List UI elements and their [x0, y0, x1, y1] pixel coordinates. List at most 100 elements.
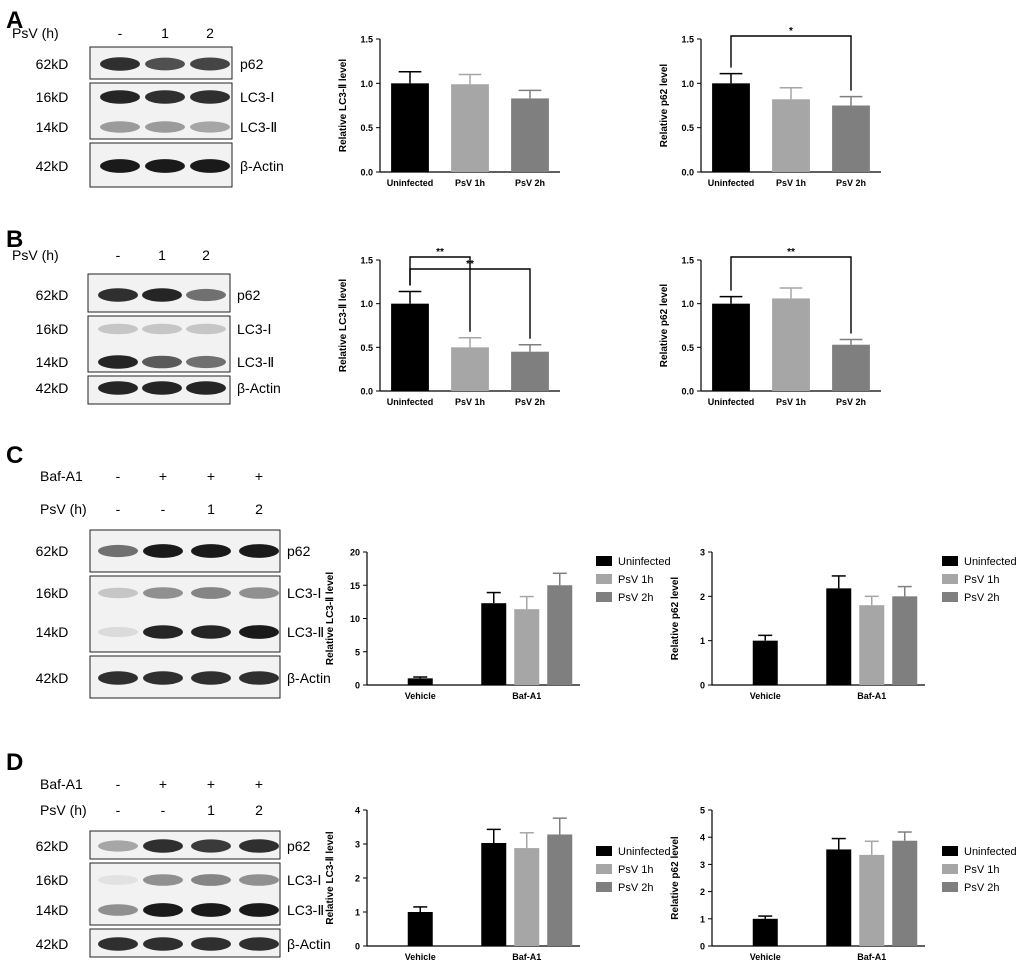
x-tick-label: PsV 2h — [515, 178, 545, 188]
bar — [391, 303, 429, 391]
protein-label: p62 — [287, 543, 311, 559]
x-tick-label: PsV 1h — [455, 397, 485, 407]
blot-band — [143, 625, 183, 639]
blot-band — [186, 381, 226, 395]
y-tick-label: 0 — [700, 942, 705, 952]
y-axis-label: Relative LC3-Ⅱ level — [338, 59, 349, 153]
blot-band — [98, 626, 138, 638]
y-tick-label: 0.5 — [681, 123, 694, 133]
bar — [511, 98, 549, 172]
y-tick-label: 3 — [355, 840, 360, 850]
legend-swatch — [596, 556, 612, 566]
treatment-value: 1 — [161, 25, 169, 41]
molecular-weight-label: 16kD — [36, 321, 69, 337]
legend: Uninfected PsV 1h PsV 2h — [596, 846, 671, 894]
western-blot-c: Baf-A1 - + + + PsV (h) - - 1 2 62kD p62 16kD LC3-Ⅰ 14k… — [6, 442, 331, 699]
blot-band — [143, 937, 183, 951]
legend-label: Uninfected — [964, 846, 1017, 858]
legend-label: Uninfected — [964, 556, 1017, 568]
y-tick-label: 0.5 — [360, 123, 373, 133]
blot-band — [98, 355, 138, 369]
legend-swatch — [596, 846, 612, 856]
y-axis-label: Relative p62 level — [670, 577, 681, 661]
bar — [826, 588, 852, 685]
bar — [826, 849, 852, 946]
y-axis-label: Relative LC3-Ⅱ level — [325, 572, 336, 666]
blot-band — [239, 874, 279, 886]
blot-band — [191, 903, 231, 917]
legend-label: PsV 1h — [618, 864, 653, 876]
blot-band — [100, 121, 140, 133]
legend-swatch — [942, 846, 958, 856]
blot-band — [143, 839, 183, 853]
blot-band — [190, 159, 230, 173]
western-blot-d: Baf-A1 - + + + PsV (h) - - 1 2 62kD p62 16kD LC3-Ⅰ 14k… — [6, 749, 331, 958]
legend-swatch — [942, 864, 958, 874]
molecular-weight-label: 16kD — [36, 89, 69, 105]
blot-band — [186, 355, 226, 369]
panel-letter: C — [6, 442, 23, 469]
blot-band — [145, 121, 185, 133]
treatment-value: 1 — [207, 802, 215, 818]
y-tick-label: 15 — [350, 581, 360, 591]
blot-band — [143, 903, 183, 917]
treatment-value: - — [116, 802, 121, 818]
blot-band — [239, 903, 279, 917]
x-tick-label: PsV 1h — [776, 178, 806, 188]
bar — [547, 585, 573, 685]
y-tick-label: 0 — [700, 681, 705, 691]
blot-band — [190, 57, 230, 71]
x-tick-label: Vehicle — [750, 691, 781, 701]
y-axis-label: Relative LC3-Ⅱ level — [338, 279, 349, 373]
blot-band — [100, 90, 140, 104]
protein-label: LC3-Ⅰ — [240, 89, 274, 105]
y-axis-label: Relative p62 level — [670, 836, 681, 920]
treatment-value: + — [207, 776, 215, 792]
western-blot-a: PsV (h) - 1 2 62kD p62 16kD LC3-Ⅰ 14kD LC3-Ⅱ 42kD β… — [6, 7, 284, 188]
x-tick-label: Vehicle — [405, 691, 436, 701]
y-tick-label: 1 — [355, 908, 360, 918]
molecular-weight-label: 62kD — [36, 287, 69, 303]
legend-label: PsV 2h — [618, 882, 653, 894]
bar — [712, 303, 750, 391]
legend-swatch — [942, 882, 958, 892]
legend-swatch — [942, 574, 958, 584]
bar — [451, 347, 489, 391]
y-tick-label: 0.0 — [681, 168, 694, 178]
bar-chart-d-6: 0 1 2 3 4 Relative LC3-Ⅱ level Vehicle Baf-A1 Un… — [325, 806, 671, 963]
x-tick-label: Uninfected — [387, 178, 434, 188]
y-tick-label: 2 — [700, 887, 705, 897]
protein-label: β-Actin — [240, 158, 284, 174]
bar-chart-c-4: 0 5 10 15 20 Relative LC3-Ⅱ level Vehicle Baf-A… — [325, 548, 671, 702]
y-tick-label: 1.0 — [360, 79, 373, 89]
protein-label: β-Actin — [287, 670, 331, 686]
bar — [511, 351, 549, 391]
treatment-value: 1 — [207, 501, 215, 517]
x-tick-label: PsV 1h — [455, 178, 485, 188]
blot-band — [191, 587, 231, 599]
molecular-weight-label: 16kD — [36, 872, 69, 888]
bar-chart-a-1: 0.0 0.5 1.0 1.5 Relative p62 level Uninfected… — [659, 26, 881, 188]
protein-label: LC3-Ⅱ — [240, 119, 277, 135]
y-axis-label: Relative p62 level — [659, 64, 670, 148]
protein-label: LC3-Ⅰ — [237, 321, 271, 337]
blot-band — [239, 544, 279, 558]
molecular-weight-label: 16kD — [36, 585, 69, 601]
bar — [547, 834, 573, 946]
y-tick-label: 10 — [350, 614, 360, 624]
treatment-value: - — [161, 802, 166, 818]
blot-band — [98, 874, 138, 886]
y-tick-label: 2 — [355, 874, 360, 884]
blot-band — [98, 323, 138, 335]
x-tick-label: Baf-A1 — [512, 691, 541, 701]
blot-membrane — [89, 575, 281, 653]
treatment-value: + — [207, 468, 215, 484]
treatment-value: 1 — [158, 247, 166, 263]
y-tick-label: 1.0 — [681, 299, 694, 309]
molecular-weight-label: 14kD — [36, 354, 69, 370]
x-tick-label: Uninfected — [708, 397, 755, 407]
y-tick-label: 1.5 — [360, 35, 373, 45]
treatment-value: - — [116, 468, 121, 484]
treatment-value: - — [116, 247, 121, 263]
legend-swatch — [596, 592, 612, 602]
